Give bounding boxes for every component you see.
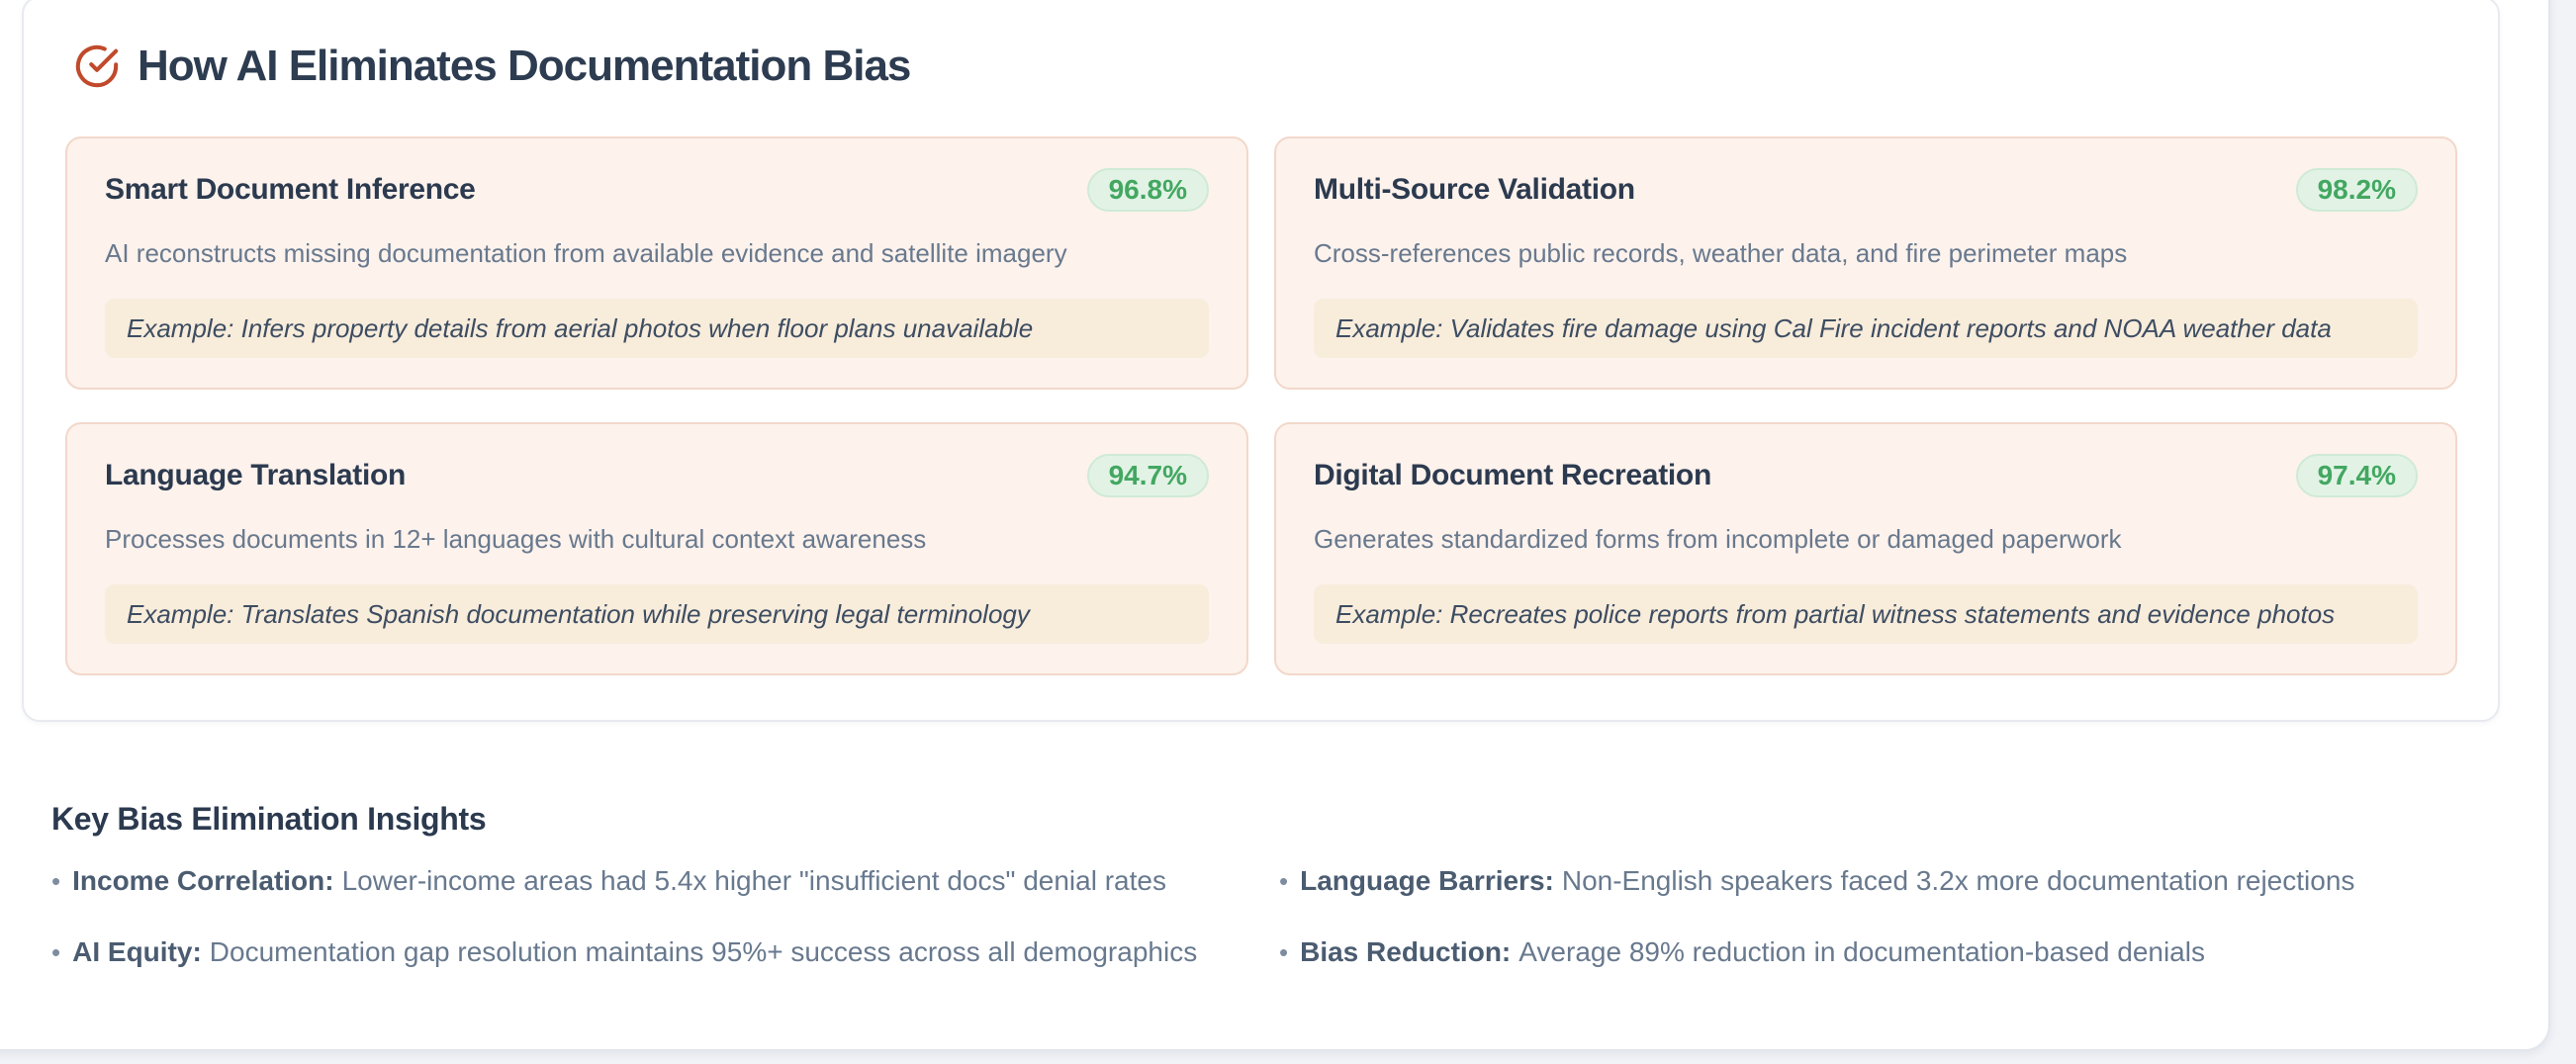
insights-list: • Income Correlation: Lower-income areas h… — [51, 860, 2485, 973]
capability-card-header: Multi-Source Validation 98.2% — [1314, 168, 2418, 212]
bullet-icon: • — [51, 866, 61, 896]
capability-title: Digital Document Recreation — [1314, 459, 1711, 491]
capability-card-header: Digital Document Recreation 97.4% — [1314, 454, 2418, 497]
insight-label: Income Correlation: — [72, 865, 334, 896]
insight-label: AI Equity: — [72, 936, 202, 967]
insight-label: Language Barriers: — [1300, 865, 1554, 896]
insight-text: Documentation gap resolution maintains 9… — [209, 936, 1198, 967]
capability-title: Multi-Source Validation — [1314, 173, 1635, 206]
capability-description: Generates standardized forms from incomp… — [1314, 524, 2122, 554]
insight-text: Non-English speakers faced 3.2x more doc… — [1561, 865, 2355, 896]
insight-income-correlation: • Income Correlation: Lower-income areas h… — [51, 860, 1279, 902]
insight-text: Average 89% reduction in documentation-b… — [1518, 936, 2205, 967]
insight-bias-reduction: • Bias Reduction: Average 89% reduction in… — [1279, 931, 2485, 973]
capability-example: Example: Translates Spanish documentatio… — [105, 584, 1209, 644]
capability-card-digital-document-recreation: Digital Document Recreation 97.4% Genera… — [1274, 422, 2457, 675]
insight-label: Bias Reduction: — [1300, 936, 1512, 967]
capability-example: Example: Infers property details from ae… — [105, 299, 1209, 358]
insight-language-barriers: • Language Barriers: Non-English speakers … — [1279, 860, 2485, 902]
insight-text: Lower-income areas had 5.4x higher "insu… — [341, 865, 1166, 896]
capability-title: Language Translation — [105, 459, 407, 491]
capability-description: Cross-references public records, weather… — [1314, 238, 2128, 268]
capability-card-multi-source-validation: Multi-Source Validation 98.2% Cross-refe… — [1274, 136, 2457, 390]
insights-title: Key Bias Elimination Insights — [51, 801, 487, 837]
capability-description: Processes documents in 12+ languages wit… — [105, 524, 927, 554]
capability-card-header: Smart Document Inference 96.8% — [105, 168, 1209, 212]
insight-ai-equity: • AI Equity: Documentation gap resolution … — [51, 931, 1279, 973]
panel-title: How AI Eliminates Documentation Bias — [138, 42, 911, 90]
capability-example: Example: Validates fire damage using Cal… — [1314, 299, 2418, 358]
bullet-icon: • — [1279, 866, 1289, 896]
bullet-icon: • — [1279, 937, 1289, 967]
capability-example: Example: Recreates police reports from p… — [1314, 584, 2418, 644]
accuracy-badge: 96.8% — [1086, 168, 1209, 212]
capability-card-language-translation: Language Translation 94.7% Processes doc… — [65, 422, 1248, 675]
capability-card-header: Language Translation 94.7% — [105, 454, 1209, 497]
bullet-icon: • — [51, 937, 61, 967]
capability-card-smart-document-inference: Smart Document Inference 96.8% AI recons… — [65, 136, 1248, 390]
accuracy-badge: 94.7% — [1086, 454, 1209, 497]
accuracy-badge: 98.2% — [2295, 168, 2418, 212]
accuracy-badge: 97.4% — [2295, 454, 2418, 497]
capability-description: AI reconstructs missing documentation fr… — [105, 238, 1067, 268]
documentation-bias-panel: How AI Eliminates Documentation Bias Sma… — [22, 0, 2500, 722]
capability-title: Smart Document Inference — [105, 173, 476, 206]
panel-header: How AI Eliminates Documentation Bias — [74, 42, 911, 91]
check-circle-icon — [75, 44, 119, 88]
